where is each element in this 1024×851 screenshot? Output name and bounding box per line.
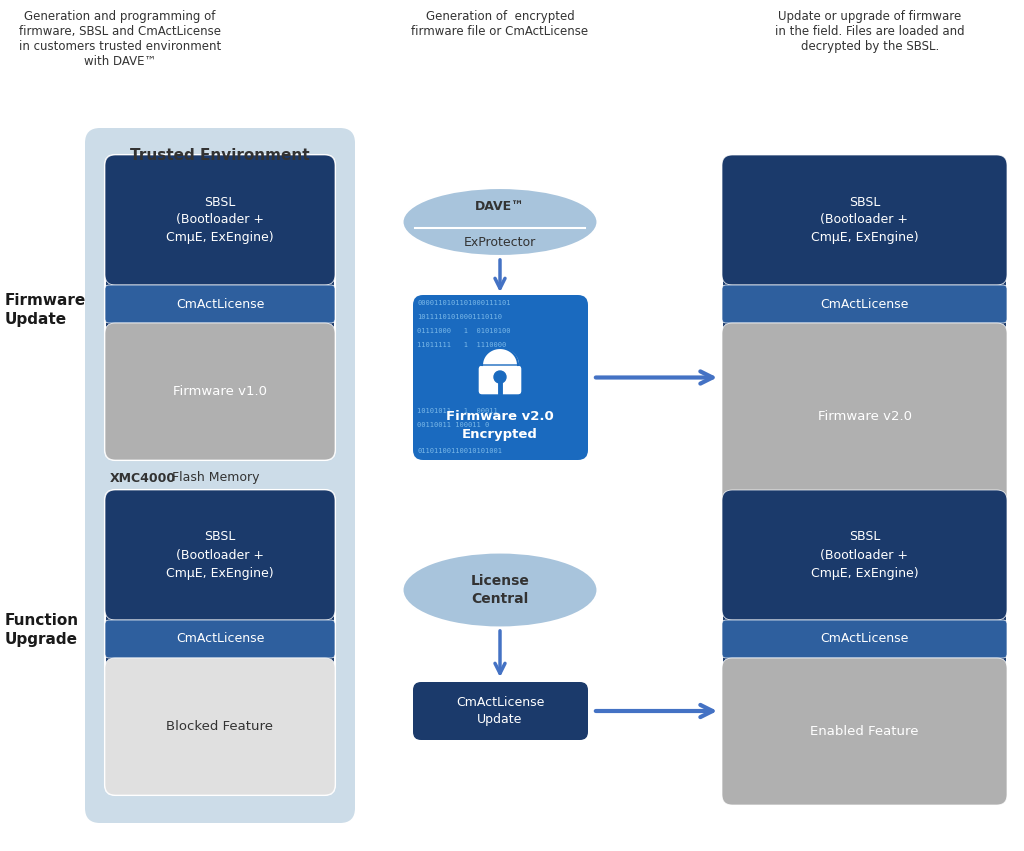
FancyBboxPatch shape	[722, 155, 1007, 285]
Text: 0000110101101000111101: 0000110101101000111101	[417, 300, 511, 306]
FancyBboxPatch shape	[722, 620, 1007, 658]
Text: CmActLicense: CmActLicense	[176, 298, 264, 311]
Text: SBSL
(Bootloader +
CmµE, ExEngine): SBSL (Bootloader + CmµE, ExEngine)	[166, 530, 273, 580]
FancyBboxPatch shape	[722, 285, 1007, 323]
Text: Update or upgrade of firmware
in the field. Files are loaded and
decrypted by th: Update or upgrade of firmware in the fie…	[775, 10, 965, 53]
Text: Firmware v2.0: Firmware v2.0	[446, 410, 554, 423]
Text: 10111101010001110110: 10111101010001110110	[417, 314, 502, 320]
FancyBboxPatch shape	[105, 323, 335, 460]
FancyBboxPatch shape	[85, 128, 355, 823]
Text: SBSL
(Bootloader +
CmµE, ExEngine): SBSL (Bootloader + CmµE, ExEngine)	[811, 530, 919, 580]
Text: DAVE™: DAVE™	[475, 201, 525, 214]
FancyBboxPatch shape	[105, 620, 335, 658]
Text: Generation of  encrypted
firmware file or CmActLicense: Generation of encrypted firmware file or…	[412, 10, 589, 38]
Text: CmActLicense: CmActLicense	[176, 632, 264, 646]
FancyBboxPatch shape	[722, 490, 1007, 805]
Text: SBSL
(Bootloader +
CmµE, ExEngine): SBSL (Bootloader + CmµE, ExEngine)	[811, 196, 919, 244]
FancyBboxPatch shape	[722, 323, 1007, 510]
FancyBboxPatch shape	[105, 155, 335, 460]
Text: 10101011   1  00011: 10101011 1 00011	[417, 408, 498, 414]
Text: Trusted Environment: Trusted Environment	[130, 148, 310, 163]
Text: CmActLicense: CmActLicense	[820, 298, 908, 311]
Text: XMC4000: XMC4000	[110, 471, 176, 484]
Text: Firmware
Update: Firmware Update	[5, 294, 86, 327]
Text: 01111000   1  01010100: 01111000 1 01010100	[417, 328, 511, 334]
Text: Blocked Feature: Blocked Feature	[167, 720, 273, 733]
Text: 00110011 100011 0: 00110011 100011 0	[417, 422, 489, 428]
Text: Firmware v2.0: Firmware v2.0	[817, 410, 911, 423]
Text: CmActLicense
Update: CmActLicense Update	[456, 696, 544, 726]
Text: Flash Memory: Flash Memory	[168, 471, 259, 484]
FancyBboxPatch shape	[105, 658, 335, 795]
Text: Enabled Feature: Enabled Feature	[810, 725, 919, 738]
Text: Firmware v1.0: Firmware v1.0	[173, 385, 267, 398]
FancyBboxPatch shape	[105, 155, 335, 285]
FancyBboxPatch shape	[413, 295, 588, 460]
FancyBboxPatch shape	[105, 285, 335, 323]
Ellipse shape	[402, 552, 597, 627]
Text: Encrypted: Encrypted	[462, 428, 538, 441]
FancyBboxPatch shape	[722, 155, 1007, 510]
Text: Function
Upgrade: Function Upgrade	[5, 614, 79, 647]
Circle shape	[494, 371, 506, 383]
FancyBboxPatch shape	[722, 490, 1007, 620]
Text: SBSL
(Bootloader +
CmµE, ExEngine): SBSL (Bootloader + CmµE, ExEngine)	[166, 196, 273, 244]
FancyBboxPatch shape	[105, 490, 335, 620]
FancyBboxPatch shape	[105, 490, 335, 795]
FancyBboxPatch shape	[722, 658, 1007, 805]
Ellipse shape	[402, 188, 597, 256]
Text: Generation and programming of
firmware, SBSL and CmActLicense
in customers trust: Generation and programming of firmware, …	[18, 10, 221, 68]
FancyBboxPatch shape	[478, 365, 522, 395]
Text: CmActLicense: CmActLicense	[820, 632, 908, 646]
Text: 11011111   1  1110000: 11011111 1 1110000	[417, 342, 506, 348]
Text: 01101100110010101001: 01101100110010101001	[417, 448, 502, 454]
Text: ExProtector: ExProtector	[464, 236, 537, 248]
Text: License
Central: License Central	[471, 574, 529, 606]
FancyBboxPatch shape	[413, 682, 588, 740]
